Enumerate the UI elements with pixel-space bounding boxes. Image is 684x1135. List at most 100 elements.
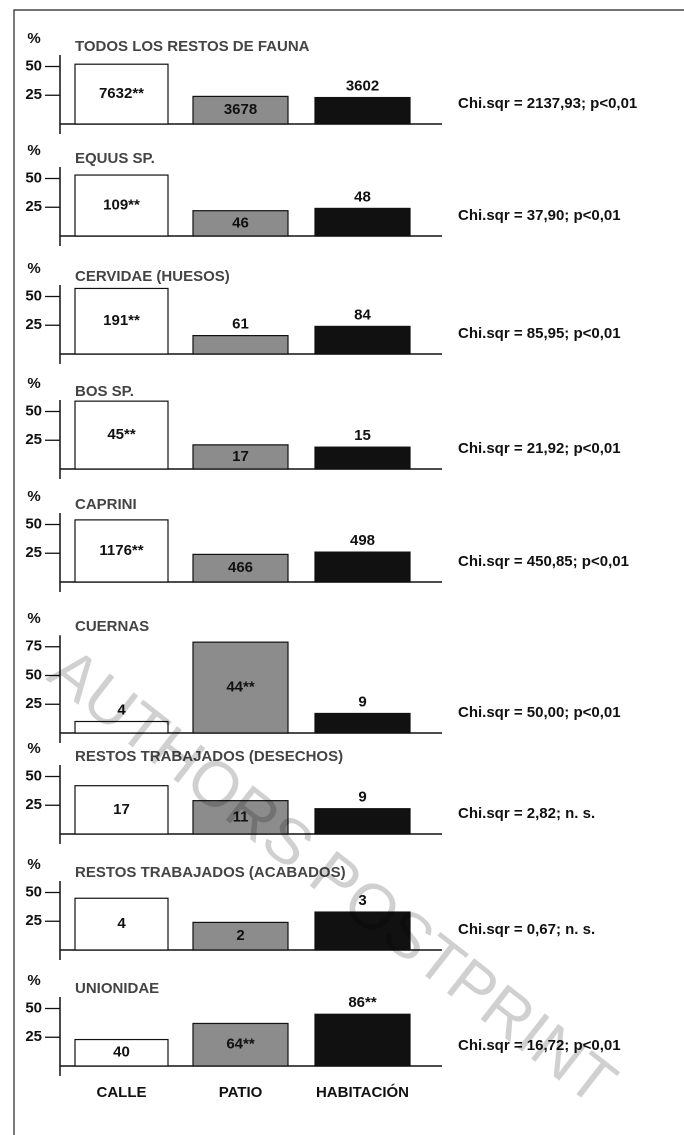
bar	[314, 808, 411, 835]
bar	[192, 335, 289, 355]
bar	[314, 96, 411, 125]
chi-square-stat: Chi.sqr = 0,67; n. s.	[458, 921, 595, 938]
bar	[314, 207, 411, 237]
chi-square-stat: Chi.sqr = 50,00; p<0,01	[458, 704, 621, 721]
y-axis-label: %	[27, 740, 40, 757]
y-tick-label: 50	[25, 666, 42, 683]
bar-label: 3	[358, 892, 366, 909]
y-tick-label: 25	[25, 431, 42, 448]
panel-title: CERVIDAE (HUESOS)	[75, 268, 230, 285]
chi-square-stat: Chi.sqr = 450,85; p<0,01	[458, 553, 629, 570]
bar	[74, 785, 169, 835]
y-tick-label: 50	[25, 57, 42, 74]
bar-label: 44**	[226, 679, 255, 696]
y-axis-label: %	[27, 856, 40, 873]
bar	[74, 287, 169, 355]
bar-label: 9	[358, 789, 366, 806]
bar-label: 15	[354, 427, 371, 444]
y-tick-label: 25	[25, 695, 42, 712]
bar	[192, 95, 289, 125]
bar-label: 9	[358, 693, 366, 710]
y-axis-label: %	[27, 260, 40, 277]
bar-label: 7632**	[99, 85, 144, 102]
bar-label: 40	[113, 1044, 130, 1061]
bar	[74, 1038, 169, 1067]
bar-label: 86**	[348, 994, 377, 1011]
bar-label: 3602	[346, 78, 379, 95]
y-axis-label: %	[27, 610, 40, 627]
bar-label: 11	[233, 808, 249, 825]
bar	[314, 325, 411, 355]
bar	[192, 921, 289, 951]
panel-title: UNIONIDAE	[75, 980, 159, 997]
chi-square-stat: Chi.sqr = 2,82; n. s.	[458, 805, 595, 822]
y-tick-label: 25	[25, 86, 42, 103]
chi-square-stat: Chi.sqr = 16,72; p<0,01	[458, 1037, 621, 1054]
bar	[314, 446, 411, 470]
bar	[74, 174, 169, 237]
y-tick-label: 25	[25, 544, 42, 561]
panels: % TODOS LOS RESTOS DE FAUNA 25 50 7632** 3678…	[25, 30, 637, 1101]
bar-label: 2	[236, 927, 244, 944]
bar-label: 46	[232, 214, 249, 231]
panel-title: EQUUS SP.	[75, 150, 155, 167]
chi-square-stat: Chi.sqr = 85,95; p<0,01	[458, 325, 621, 342]
x-tick-label: PATIO	[219, 1084, 263, 1101]
bar-label: 3678	[224, 101, 257, 118]
y-tick-label: 50	[25, 287, 42, 304]
y-tick-label: 25	[25, 316, 42, 333]
bar	[192, 210, 289, 237]
y-tick-label: 50	[25, 169, 42, 186]
bar-label: 48	[354, 188, 371, 205]
y-axis-label: %	[27, 375, 40, 392]
bar-label: 45**	[107, 426, 136, 443]
bar	[74, 519, 169, 583]
bar	[74, 897, 169, 951]
bar	[192, 444, 289, 470]
y-tick-label: 50	[25, 883, 42, 900]
bar	[314, 551, 411, 583]
panel-title: CUERNAS	[75, 618, 149, 635]
panel-title: RESTOS TRABAJADOS (DESECHOS)	[75, 748, 343, 765]
bar	[192, 800, 289, 835]
bar	[192, 553, 289, 583]
bar-label: 466	[228, 559, 253, 576]
y-axis-label: %	[27, 488, 40, 505]
bar	[314, 712, 411, 734]
y-tick-label: 50	[25, 767, 42, 784]
panel-title: BOS SP.	[75, 383, 134, 400]
bar	[314, 911, 411, 951]
y-axis-label: %	[27, 30, 40, 47]
chi-square-stat: Chi.sqr = 21,92; p<0,01	[458, 440, 621, 457]
panel-title: RESTOS TRABAJADOS (ACABADOS)	[75, 864, 346, 881]
bar-label: 64**	[226, 1036, 255, 1053]
bar	[74, 720, 169, 734]
x-tick-label: CALLE	[97, 1084, 147, 1101]
x-tick-label: HABITACIÓN	[316, 1083, 409, 1101]
y-tick-label: 50	[25, 402, 42, 419]
bar-label: 17	[232, 448, 249, 465]
bar-label: 17	[113, 801, 130, 818]
y-axis-label: %	[27, 142, 40, 159]
bar-label: 498	[350, 532, 375, 549]
y-tick-label: 25	[25, 1028, 42, 1045]
y-axis-label: %	[27, 972, 40, 989]
bar-label: 84	[354, 306, 371, 323]
bar	[314, 1013, 411, 1067]
chi-square-stat: Chi.sqr = 37,90; p<0,01	[458, 207, 621, 224]
bar	[74, 400, 169, 470]
panel-title: CAPRINI	[75, 496, 137, 513]
chi-square-stat: Chi.sqr = 2137,93; p<0,01	[458, 95, 637, 112]
bar-label: 1176**	[99, 542, 143, 559]
bar-label: 61	[232, 316, 249, 333]
frame	[13, 9, 684, 1135]
bar	[192, 1022, 289, 1067]
y-tick-label: 25	[25, 796, 42, 813]
bar-label: 4	[117, 701, 126, 718]
bar-label: 109**	[103, 196, 140, 213]
bar	[192, 641, 289, 734]
y-tick-label: 50	[25, 515, 42, 532]
bar-label: 191**	[103, 312, 140, 329]
bar-label: 4	[117, 915, 126, 932]
